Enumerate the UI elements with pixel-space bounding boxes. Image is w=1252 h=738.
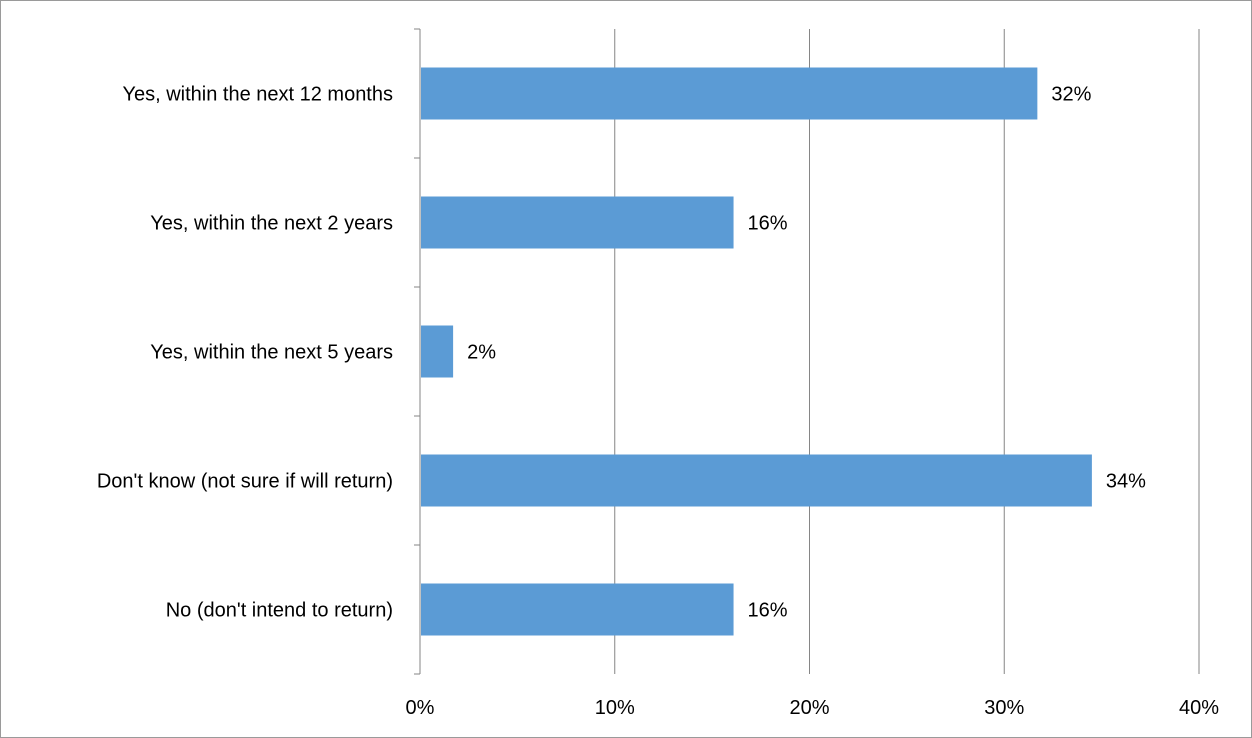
x-tick-label-0: 0% (406, 697, 435, 719)
axes (414, 28, 421, 675)
category-label-3: Don't know (not sure if will return) (97, 471, 393, 493)
bar-4 (421, 583, 734, 636)
category-label-2: Yes, within the next 5 years (150, 342, 393, 364)
data-label-1: 16% (748, 213, 788, 235)
x-tick-label-3: 30% (984, 697, 1024, 719)
x-tick-label-2: 20% (789, 697, 829, 719)
labels: 0% 10% 20% 30% 40% Yes, within the next 12 mo… (97, 84, 1219, 720)
x-tick-label-1: 10% (595, 697, 635, 719)
x-tick-label-4: 40% (1179, 697, 1219, 719)
bar-0 (421, 67, 1038, 120)
bar-3 (421, 454, 1092, 507)
category-label-4: No (don't intend to return) (166, 600, 393, 622)
data-label-2: 2% (467, 342, 496, 364)
bar-1 (421, 196, 734, 249)
gridlines (614, 29, 1200, 674)
bar-2 (421, 325, 454, 378)
category-label-0: Yes, within the next 12 months (122, 84, 393, 106)
bars (421, 67, 1092, 636)
data-label-0: 32% (1051, 84, 1091, 106)
category-label-1: Yes, within the next 2 years (150, 213, 393, 235)
data-label-4: 16% (748, 600, 788, 622)
data-label-3: 34% (1106, 471, 1146, 493)
